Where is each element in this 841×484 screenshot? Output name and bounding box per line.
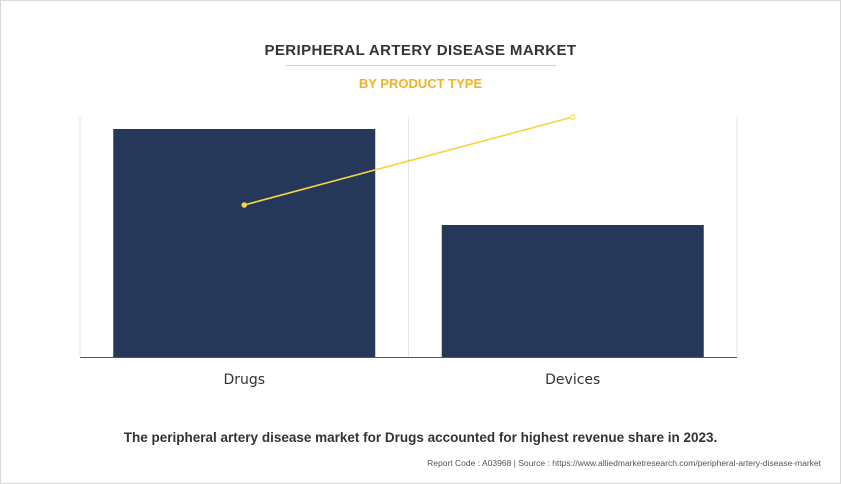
x-tick-label-devices: Devices bbox=[545, 372, 600, 388]
title-divider bbox=[286, 65, 556, 66]
source-footer: Report Code : A03968 | Source : https://… bbox=[427, 458, 821, 468]
chart-subtitle: BY PRODUCT TYPE bbox=[358, 76, 483, 91]
chart-caption: The peripheral artery disease market for… bbox=[123, 430, 718, 445]
bar-devices bbox=[441, 225, 704, 357]
bar-drugs bbox=[113, 129, 376, 357]
chart-title: PERIPHERAL ARTERY DISEASE MARKET bbox=[264, 42, 577, 59]
overlay-line bbox=[244, 116, 573, 206]
x-tick-label-drugs: Drugs bbox=[223, 372, 265, 388]
line-point-drugs bbox=[241, 202, 248, 208]
line-point-devices bbox=[569, 114, 576, 120]
